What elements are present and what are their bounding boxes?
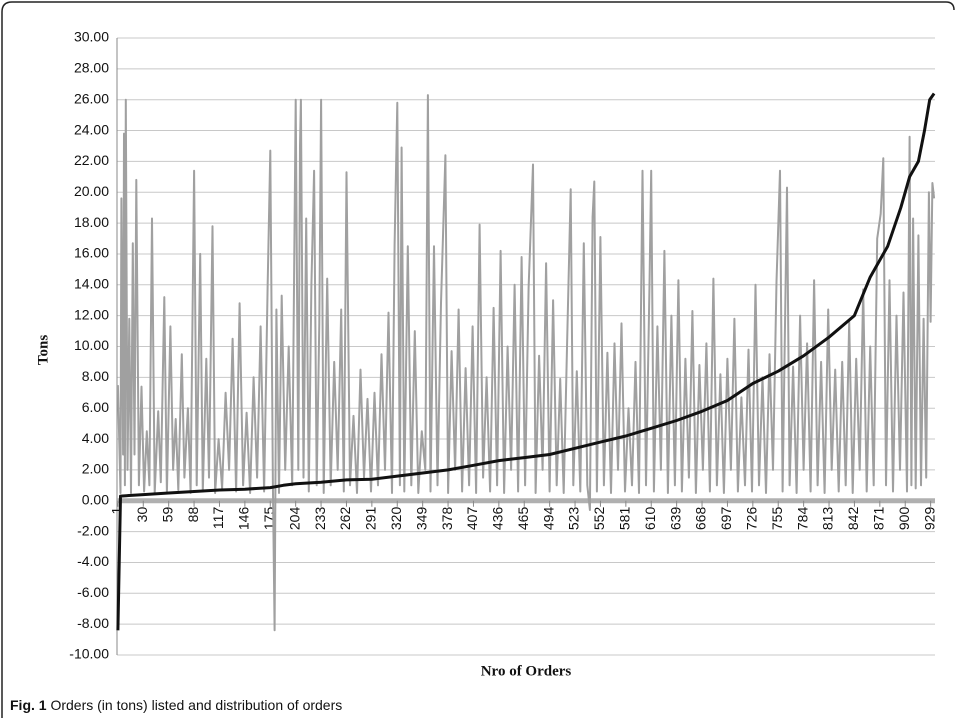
- x-tick-label: 871: [871, 507, 887, 531]
- x-tick-label: 233: [312, 507, 328, 531]
- y-tick-label: -2.00: [77, 522, 109, 538]
- x-tick-label: 30: [134, 507, 150, 523]
- y-tick-label: 24.00: [74, 121, 109, 137]
- x-tick-label: 755: [769, 507, 785, 531]
- y-tick-label: 4.00: [82, 430, 109, 446]
- y-tick-label: 2.00: [82, 461, 109, 477]
- x-tick-label: 88: [185, 507, 201, 523]
- y-tick-label: 0.00: [82, 491, 109, 507]
- x-tick-label: 900: [896, 507, 912, 531]
- x-tick-label: 320: [388, 507, 404, 531]
- series-line: [116, 94, 936, 632]
- y-tick-label: 30.00: [74, 29, 109, 45]
- y-tick-label: 12.00: [74, 306, 109, 322]
- x-tick-label: 378: [439, 507, 455, 531]
- x-tick-label: 465: [515, 507, 531, 531]
- x-tick-label: 523: [566, 507, 582, 531]
- y-axis-title: Tons: [35, 335, 51, 365]
- x-tick-label: 929: [921, 507, 937, 531]
- caption-label: Fig. 1: [10, 697, 47, 713]
- x-tick-label: 146: [236, 507, 252, 531]
- y-tick-label: -8.00: [77, 615, 109, 631]
- y-tick-label: 26.00: [74, 90, 109, 106]
- x-tick-label: 668: [693, 507, 709, 531]
- y-tick-label: 10.00: [74, 337, 109, 353]
- x-tick-label: 436: [490, 507, 506, 531]
- x-tick-label: 291: [363, 507, 379, 531]
- x-tick-label: 349: [413, 507, 429, 531]
- x-tick-label: 407: [464, 507, 480, 531]
- y-tick-label: -6.00: [77, 584, 109, 600]
- y-tick-label: 18.00: [74, 214, 109, 230]
- x-tick-label: 59: [159, 507, 175, 523]
- x-tick-label: 726: [744, 507, 760, 531]
- x-tick-label: 552: [591, 507, 607, 531]
- x-tick-label: 639: [667, 507, 683, 531]
- x-tick-label: 204: [286, 507, 302, 531]
- caption: Fig. 1 Orders (in tons) listed and distr…: [10, 697, 342, 713]
- x-tick-label: 581: [617, 507, 633, 531]
- x-tick-label: 117: [210, 507, 226, 530]
- x-tick-label: 494: [540, 507, 556, 531]
- y-tick-label: 14.00: [74, 276, 109, 292]
- y-tick-label: 6.00: [82, 399, 109, 415]
- x-tick-label: 262: [337, 507, 353, 531]
- x-tick-label: 784: [794, 507, 810, 531]
- y-tick-label: 8.00: [82, 368, 109, 384]
- y-tick-label: -4.00: [77, 553, 109, 569]
- y-tick-label: 22.00: [74, 152, 109, 168]
- y-tick-label: 28.00: [74, 60, 109, 76]
- x-tick-label: 1: [109, 507, 125, 515]
- series-line: [116, 92, 936, 631]
- y-tick-label: 20.00: [74, 183, 109, 199]
- x-axis-title: Nro of Orders: [481, 663, 572, 679]
- x-tick-label: 610: [642, 507, 658, 531]
- y-tick-label: -10.00: [69, 646, 109, 662]
- caption-text: Orders (in tons) listed and distribution…: [50, 697, 342, 713]
- x-tick-label: 697: [718, 507, 734, 531]
- x-tick-label: 842: [845, 507, 861, 531]
- x-tick-label: 813: [820, 507, 836, 531]
- y-tick-label: 16.00: [74, 245, 109, 261]
